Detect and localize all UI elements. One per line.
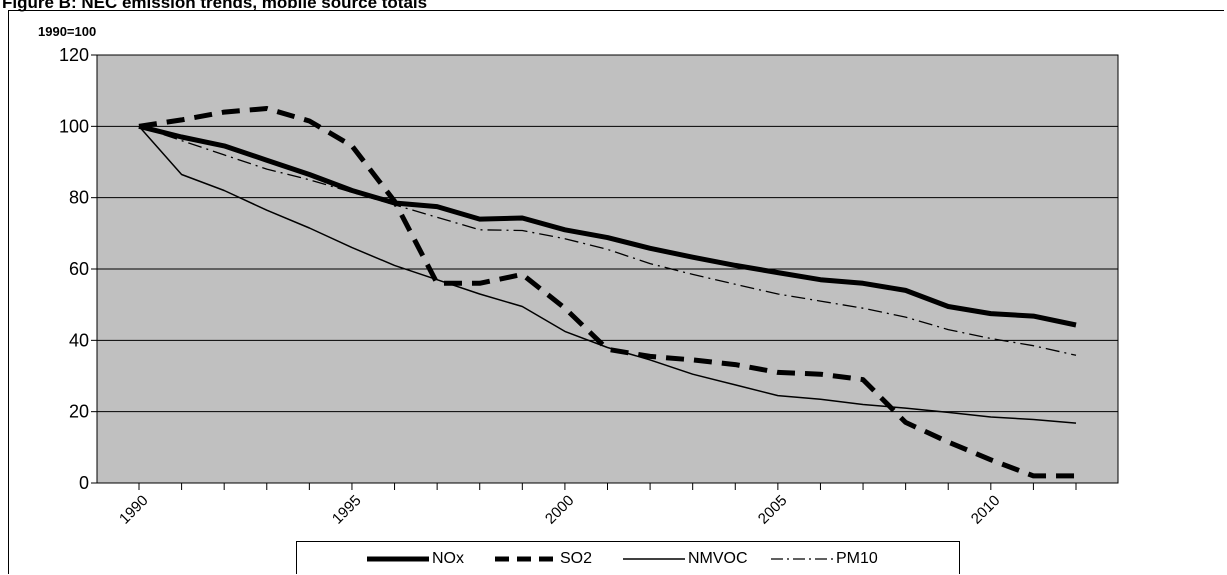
data-series	[138, 106, 1077, 479]
y-tick-label-40: 40	[69, 330, 89, 350]
x-tick-label-2010: 2010	[968, 492, 1004, 528]
y-unit-label: 1990=100	[38, 24, 96, 39]
legend-label-nmvoc: NMVOC	[688, 549, 748, 567]
legend-swatch-so2	[495, 556, 557, 561]
x-tick-label-1990: 1990	[116, 492, 152, 528]
legend-label-pm10: PM10	[836, 549, 878, 567]
legend-label-nox: NOx	[432, 549, 464, 567]
y-tick-label-0: 0	[79, 473, 89, 493]
series-line-pm10	[138, 125, 1077, 356]
legend-label-so2: SO2	[560, 549, 593, 567]
y-tick-label-60: 60	[69, 259, 89, 279]
y-tick-label-80: 80	[69, 188, 89, 208]
y-tick-label-100: 100	[59, 116, 89, 136]
y-tick-label-120: 120	[59, 45, 89, 65]
series-line-nmvoc	[138, 125, 1077, 424]
legend-item-so2: SO2	[495, 542, 592, 575]
grid-lines	[97, 125, 1118, 413]
chart-title: Figure B: NEC emission trends, mobile so…	[2, 0, 428, 12]
legend-swatch-nmvoc	[623, 557, 685, 560]
x-tick-label-2005: 2005	[755, 492, 791, 528]
axes	[91, 54, 1077, 490]
legend-item-nmvoc: NMVOC	[623, 542, 748, 575]
series-line-nox	[138, 123, 1077, 328]
legend-swatch-nox	[367, 556, 429, 561]
legend-item-pm10: PM10	[771, 542, 878, 575]
legend-item-nox: NOx	[367, 542, 464, 575]
tick-labels: 0 20 40 60 80 100 120 1990 1995 2000 2005 2010	[59, 45, 1003, 528]
x-tick-label-2000: 2000	[542, 492, 578, 528]
y-tick-label-20: 20	[69, 402, 89, 422]
legend: NOx SO2 NMVOC PM10	[296, 541, 960, 574]
x-tick-label-1995: 1995	[329, 492, 365, 528]
chart-frame	[8, 10, 1224, 574]
legend-swatch-pm10	[771, 557, 833, 560]
